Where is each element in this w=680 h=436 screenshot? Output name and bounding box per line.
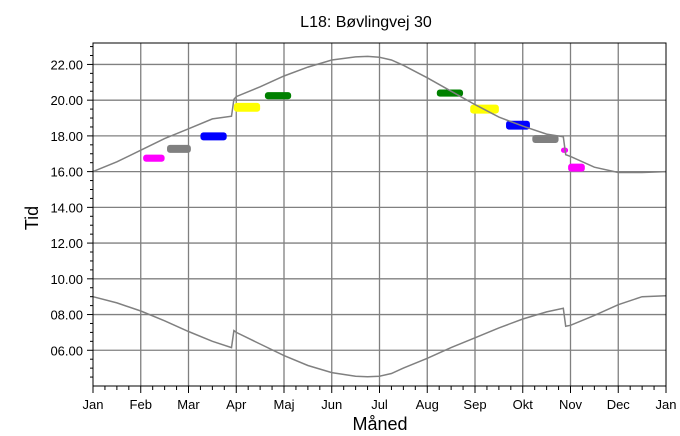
plot-frame — [92, 42, 667, 387]
y-tick-label: 08.00 — [50, 308, 83, 323]
x-tick-label: Nov — [559, 397, 583, 412]
shadow-period-magenta — [143, 154, 165, 162]
x-tick-label: Apr — [226, 397, 247, 412]
shadow-period-gray — [167, 144, 191, 153]
y-tick-label: 10.00 — [50, 272, 83, 287]
shadow-period-green — [264, 92, 292, 100]
y-axis-label: Tid — [22, 206, 42, 230]
shadow-period-magenta — [568, 163, 585, 172]
shadow-period-yellow — [233, 102, 261, 112]
x-axis-label: Måned — [352, 414, 407, 434]
x-tick-label: Jan — [83, 397, 104, 412]
x-tick-label: Maj — [274, 397, 295, 412]
y-tick-label: 06.00 — [50, 343, 83, 358]
y-tick-label: 20.00 — [50, 93, 83, 108]
x-axis: Jan Feb Mar Apr Maj Jun Jul Aug Sep Okt Nov Dec Jan — [83, 386, 677, 412]
x-tick-label: Okt — [513, 397, 534, 412]
shadow-periods — [143, 89, 585, 172]
sunrise-curve — [92, 295, 667, 378]
x-tick-label: Dec — [607, 397, 631, 412]
grid — [93, 43, 666, 386]
curves — [92, 55, 667, 378]
x-tick-label: Aug — [416, 397, 439, 412]
y-axis: 06.00 08.00 10.00 12.00 14.00 16.00 18.00 20.00… — [50, 46, 93, 378]
x-tick-label: Jun — [321, 397, 342, 412]
y-tick-label: 12.00 — [50, 236, 83, 251]
y-tick-label: 18.00 — [50, 129, 83, 144]
y-tick-label: 16.00 — [50, 165, 83, 180]
shadow-period-gray — [532, 135, 559, 144]
x-tick-label: Feb — [130, 397, 152, 412]
y-tick-label: 14.00 — [50, 200, 83, 215]
shadow-period-blue — [506, 120, 530, 130]
chart-title: L18: Bøvlingvej 30 — [300, 14, 432, 31]
x-tick-label: Jul — [371, 397, 388, 412]
sunset-curve — [92, 55, 667, 174]
shadow-period-blue — [200, 132, 227, 141]
x-tick-label: Mar — [177, 397, 200, 412]
x-tick-label: Jan — [656, 397, 677, 412]
x-tick-label: Sep — [463, 397, 486, 412]
y-tick-label: 22.00 — [50, 57, 83, 72]
